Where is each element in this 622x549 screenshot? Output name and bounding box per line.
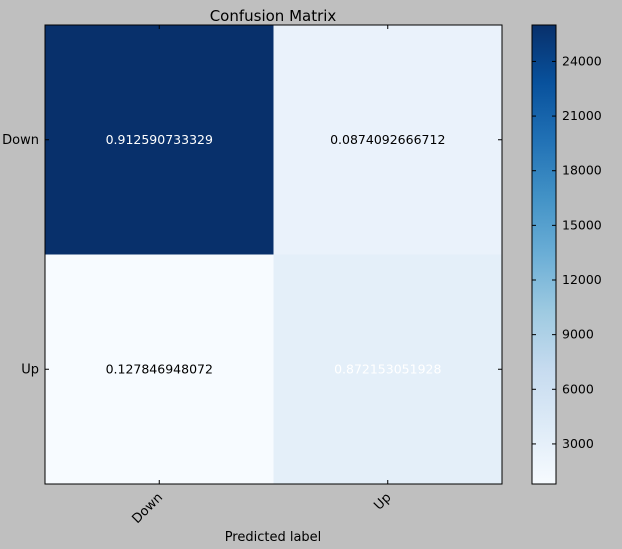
col-label-1: Up xyxy=(371,490,394,513)
plot-frame xyxy=(44,24,503,485)
axis-ticks xyxy=(45,25,502,484)
colorbar-tick-label-5: 18000 xyxy=(562,163,602,178)
x-axis-label: Predicted label xyxy=(225,530,322,545)
heatmap-cell-0-1 xyxy=(273,25,502,255)
colorbar-tick-label-0: 3000 xyxy=(562,436,594,451)
colorbar-ticks: 3000 6000 9000 12000 15000 18000 21000 24000 xyxy=(532,53,602,451)
colorbar-tick-label-1: 6000 xyxy=(562,381,594,396)
heatmap-cell-labels: 0.912590733329 0.0874092666712 0.127846948… xyxy=(106,132,446,377)
chart-title: Confusion Matrix xyxy=(210,7,337,25)
colorbar-tick-label-6: 21000 xyxy=(562,108,602,123)
heatmap-cell-1-1 xyxy=(273,254,502,484)
colorbar-tick-label-7: 24000 xyxy=(562,53,602,68)
column-tick-labels: Down Up xyxy=(129,490,394,527)
colorbar-tick-label-3: 12000 xyxy=(562,272,602,287)
col-label-0: Down xyxy=(129,490,166,527)
row-tick-labels: Down Up xyxy=(2,133,39,378)
heatmap-cells xyxy=(45,25,502,484)
cell-value-0-1: 0.0874092666712 xyxy=(330,132,445,147)
cell-value-1-0: 0.127846948072 xyxy=(106,361,213,376)
heatmap-cell-1-0 xyxy=(45,254,274,484)
colorbar-tick-label-2: 9000 xyxy=(562,327,594,342)
cell-value-0-0: 0.912590733329 xyxy=(106,132,213,147)
row-label-0: Down xyxy=(2,133,39,148)
cell-value-1-1: 0.872153051928 xyxy=(334,361,441,376)
row-label-1: Up xyxy=(21,362,39,377)
colorbar xyxy=(531,24,557,485)
colorbar-tick-label-4: 15000 xyxy=(562,217,602,232)
heatmap-cell-0-0 xyxy=(45,25,274,255)
